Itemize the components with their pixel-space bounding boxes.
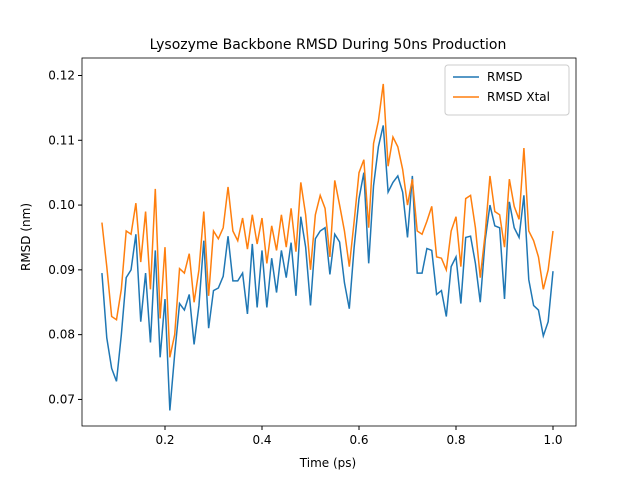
y-tick-label: 0.08 [48,328,75,342]
plot-frame [81,57,577,427]
line-series [101,125,554,411]
line-series [101,83,554,358]
chart-title: Lysozyme Backbone RMSD During 50ns Produ… [150,37,507,53]
y-tick-label: 0.09 [48,263,75,277]
y-tick-label: 0.07 [48,392,75,406]
y-tick-label: 0.10 [48,198,75,212]
x-tick-label: 0.6 [349,433,368,447]
y-tick-label: 0.11 [48,133,75,147]
x-tick-label: 0.4 [252,433,271,447]
x-tick-label: 1.0 [543,433,562,447]
y-axis-label: RMSD (nm) [19,203,33,271]
legend-label: RMSD [487,70,523,84]
x-tick-label: 0.2 [155,433,174,447]
y-tick-label: 0.12 [48,68,75,82]
legend-label: RMSD Xtal [487,90,550,104]
x-tick-label: 0.8 [446,433,465,447]
x-axis-label: Time (ps) [299,456,356,470]
